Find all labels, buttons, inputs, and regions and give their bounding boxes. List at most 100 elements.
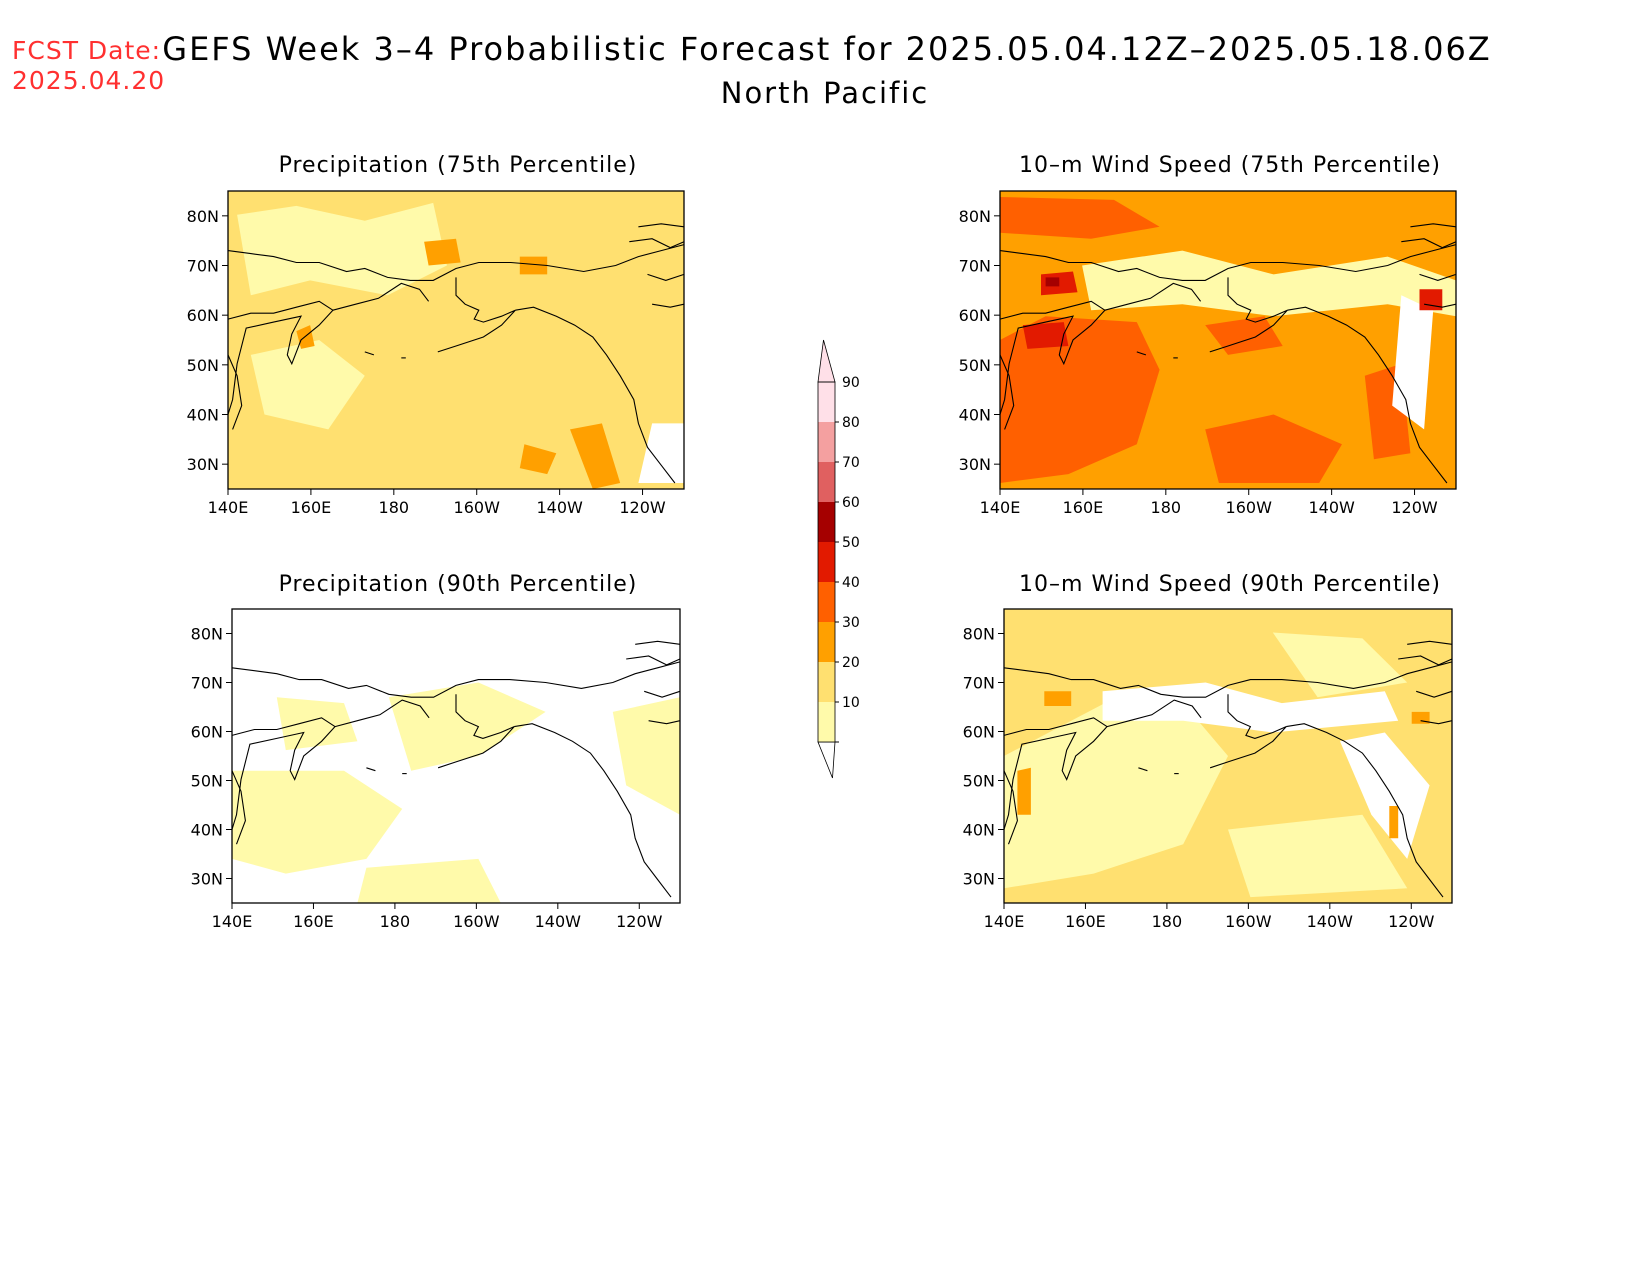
colorbar-swatch xyxy=(818,702,835,742)
coastline xyxy=(1401,238,1457,249)
shaded-region xyxy=(1205,414,1342,483)
lon-label: 160E xyxy=(293,912,334,931)
panel-title-precip-75: Precipitation (75th Percentile) xyxy=(278,153,638,178)
shaded-region xyxy=(366,609,546,683)
lat-label: 50N xyxy=(959,356,991,375)
lat-label: 40N xyxy=(187,406,219,425)
lon-label: 180 xyxy=(1152,912,1183,931)
shaded-region xyxy=(1228,814,1408,898)
coastline xyxy=(1287,306,1448,484)
coastline xyxy=(366,767,376,772)
lat-label: 60N xyxy=(187,306,219,325)
coastline xyxy=(652,303,685,308)
coastline xyxy=(999,300,1106,415)
lon-label: 120W xyxy=(619,498,666,517)
coastline xyxy=(1136,351,1147,356)
map-frame xyxy=(999,190,1457,490)
lat-label: 60N xyxy=(191,723,223,742)
shaded-region xyxy=(388,682,546,771)
region-subtitle: North Pacific xyxy=(720,76,930,110)
coastline xyxy=(1416,690,1453,698)
lon-label: 160W xyxy=(1226,498,1273,517)
coastline xyxy=(227,244,685,281)
fcst-date-block: FCST Date: 2025.04.20 xyxy=(12,36,165,96)
lon-label: 160E xyxy=(1063,498,1104,517)
coastline xyxy=(1138,767,1148,772)
shaded-region xyxy=(1419,289,1443,311)
coastline xyxy=(332,282,430,311)
lon-label: 180 xyxy=(379,498,410,517)
coastline xyxy=(515,306,676,484)
coastline xyxy=(629,238,685,249)
shaded-region xyxy=(519,256,548,275)
panel-title-precip-90: Precipitation (90th Percentile) xyxy=(278,572,638,597)
shaded-region xyxy=(1392,295,1434,430)
shaded-region xyxy=(1205,316,1283,355)
colorbar-label: 60 xyxy=(842,495,860,511)
coastline xyxy=(437,277,516,353)
colorbar-frame xyxy=(817,381,836,743)
coastline xyxy=(999,244,1457,281)
coastline xyxy=(227,300,334,415)
coastline xyxy=(1286,723,1444,898)
lat-label: 70N xyxy=(959,257,991,276)
lat-label: 60N xyxy=(959,306,991,325)
shaded-region xyxy=(1340,732,1430,859)
map-frame xyxy=(231,608,681,904)
panel-title-wind-90: 10–m Wind Speed (90th Percentile) xyxy=(1019,572,1441,597)
lat-label: 70N xyxy=(191,674,223,693)
colorbar-label: 50 xyxy=(842,535,860,551)
colorbar-swatch xyxy=(818,422,835,462)
lon-label: 180 xyxy=(1151,498,1182,517)
map-panel-precip-75: 80N 70N 60N 50N 40N 30N 140E 160E 180 160W 140W 120… xyxy=(187,190,685,517)
shaded-region xyxy=(1000,316,1160,483)
colorbar-swatch xyxy=(818,662,835,702)
shaded-region xyxy=(478,741,636,903)
shaded-region xyxy=(1389,806,1399,839)
coastline xyxy=(231,661,681,698)
lon-label: 140E xyxy=(980,498,1021,517)
shaded-region xyxy=(1017,767,1031,815)
lat-label: 40N xyxy=(959,406,991,425)
shaded-region xyxy=(276,697,358,751)
shaded-region xyxy=(1272,632,1408,698)
colorbar-swatch xyxy=(818,542,835,582)
lon-label: 140E xyxy=(212,912,253,931)
coastline xyxy=(514,723,672,898)
lon-label: 180 xyxy=(380,912,411,931)
lon-label: 160W xyxy=(454,498,501,517)
lat-label: 80N xyxy=(963,625,995,644)
lat-label: 60N xyxy=(963,723,995,742)
shaded-region xyxy=(570,423,621,489)
shaded-region xyxy=(1045,277,1060,287)
shaded-region xyxy=(1004,697,1228,889)
map-frame xyxy=(227,190,685,490)
lon-label: 160E xyxy=(1065,912,1106,931)
main-title: GEFS Week 3–4 Probabilistic Forecast for… xyxy=(162,30,1492,68)
lon-label: 140E xyxy=(208,498,249,517)
coastline xyxy=(638,223,685,228)
lat-label: 30N xyxy=(191,870,223,889)
colorbar-swatch xyxy=(818,502,835,542)
lat-label: 80N xyxy=(959,207,991,226)
coastline xyxy=(1407,640,1453,645)
shaded-region xyxy=(232,770,403,874)
colorbar-swatch xyxy=(818,462,835,502)
lon-label: 160W xyxy=(1225,912,1272,931)
lat-label: 30N xyxy=(959,455,991,474)
map-panel-wind-75: 80N 70N 60N 50N 40N 30N 140E 160E 180 160W 140W 120… xyxy=(959,190,1457,517)
coastline xyxy=(1209,277,1288,353)
shaded-region xyxy=(232,691,277,756)
colorbar-label: 30 xyxy=(842,615,860,631)
colorbar-label: 20 xyxy=(842,655,860,671)
coastline xyxy=(1104,282,1202,311)
coastline xyxy=(647,273,685,281)
lon-label: 120W xyxy=(1388,912,1435,931)
lon-label: 140E xyxy=(984,912,1025,931)
shaded-region xyxy=(1082,250,1456,317)
lon-label: 160W xyxy=(453,912,500,931)
fcst-date-label: FCST Date: xyxy=(12,36,162,65)
lat-label: 70N xyxy=(187,257,219,276)
fcst-date-value: 2025.04.20 xyxy=(12,66,166,95)
coastline xyxy=(644,690,681,698)
